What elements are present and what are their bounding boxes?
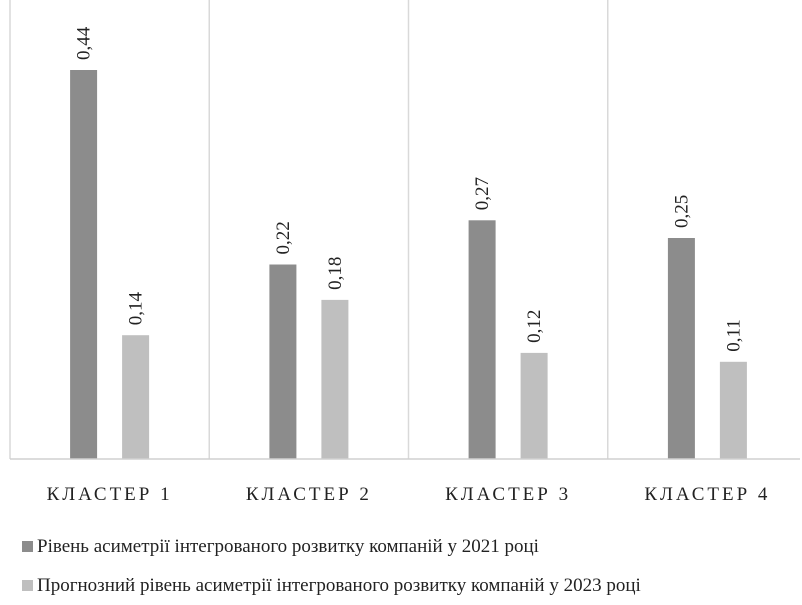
legend-item-2021: Рівень асиметрії інтегрованого розвитку … bbox=[22, 536, 539, 558]
category-label: КЛАСТЕР 2 bbox=[246, 484, 372, 505]
bar-2021-cluster-3 bbox=[468, 220, 496, 459]
category-label: КЛАСТЕР 4 bbox=[644, 484, 770, 505]
value-label: 0,18 bbox=[325, 257, 346, 290]
bar-2021-cluster-4 bbox=[667, 238, 695, 459]
value-label: 0,44 bbox=[74, 26, 95, 60]
category-label: КЛАСТЕР 1 bbox=[47, 484, 173, 505]
value-label: 0,11 bbox=[723, 319, 744, 352]
bar-2021-cluster-1 bbox=[70, 70, 98, 459]
category-labels: КЛАСТЕР 1 КЛАСТЕР 2 КЛАСТЕР 3 КЛАСТЕР 4 bbox=[47, 484, 770, 505]
value-label: 0,22 bbox=[273, 221, 294, 254]
legend-label-2021: Рівень асиметрії інтегрованого розвитку … bbox=[37, 536, 539, 557]
category-label: КЛАСТЕР 3 bbox=[445, 484, 571, 505]
bars bbox=[70, 70, 747, 460]
legend-swatch-2021 bbox=[22, 541, 33, 552]
bar-2023-cluster-3 bbox=[520, 352, 548, 459]
value-labels: 0,44 0,14 0,22 0,18 0,27 0,12 0,25 0,11 bbox=[74, 26, 745, 352]
bar-2023-cluster-4 bbox=[719, 361, 747, 460]
legend-swatch-2023 bbox=[22, 580, 33, 591]
bar-2021-cluster-2 bbox=[269, 264, 297, 459]
legend-item-2023: Прогнозний рівень асиметрії інтегрованог… bbox=[22, 575, 641, 597]
value-label: 0,14 bbox=[126, 291, 147, 325]
value-label: 0,27 bbox=[472, 177, 493, 210]
legend-label-2023: Прогнозний рівень асиметрії інтегрованог… bbox=[37, 575, 641, 596]
category-separators bbox=[9, 0, 609, 459]
bar-chart: 0,44 0,14 0,22 0,18 0,27 0,12 0,25 0,11 КЛАСТЕР… bbox=[9, 0, 800, 505]
value-label: 0,25 bbox=[671, 195, 692, 228]
value-label: 0,12 bbox=[524, 310, 545, 343]
bar-2023-cluster-1 bbox=[122, 335, 150, 459]
bar-2023-cluster-2 bbox=[321, 299, 349, 459]
